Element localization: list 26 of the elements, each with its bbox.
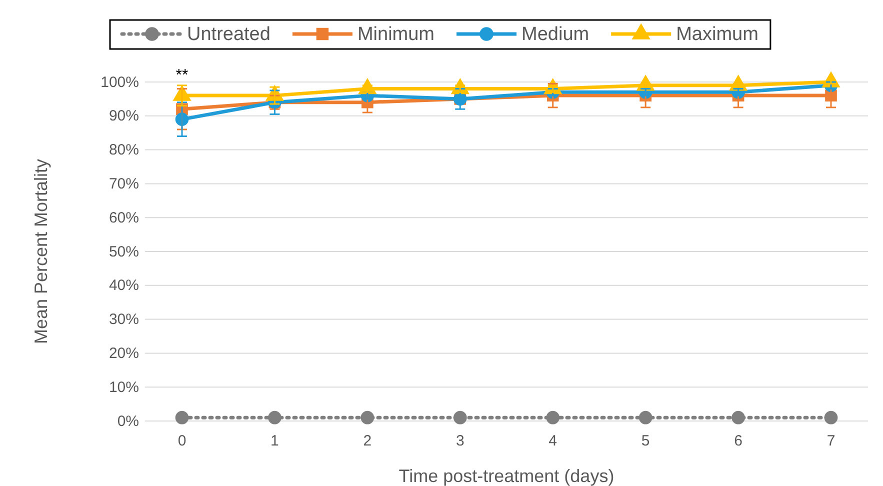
y-tick-label: 40% <box>108 277 139 294</box>
x-axis-title: Time post-treatment (days) <box>398 466 614 486</box>
x-tick-label: 6 <box>734 432 742 450</box>
y-tick-label: 0% <box>117 412 139 430</box>
legend-label: Maximum <box>676 24 758 45</box>
x-tick-label: 3 <box>456 432 464 450</box>
y-tick-label: 10% <box>108 378 139 396</box>
x-tick-label: 5 <box>641 432 650 450</box>
legend-label: Untreated <box>187 24 270 45</box>
x-tick-label: 2 <box>363 432 372 450</box>
y-tick-label: 60% <box>108 209 139 226</box>
y-tick-label: 80% <box>108 142 139 159</box>
y-tick-label: 20% <box>108 345 139 362</box>
y-tick-label: 50% <box>108 243 139 260</box>
y-tick-label: 100% <box>100 74 139 91</box>
x-tick-label: 4 <box>548 432 558 450</box>
x-tick-label: 0 <box>178 432 186 450</box>
y-tick-label: 30% <box>108 311 139 328</box>
legend-label: Medium <box>522 24 590 45</box>
legend-label: Minimum <box>357 24 435 45</box>
y-tick-label: 70% <box>108 176 139 192</box>
x-tick-label: 1 <box>270 432 279 450</box>
y-axis-title: Mean Percent Mortality <box>31 158 51 344</box>
y-tick-label: 90% <box>108 108 139 125</box>
annotation: ** <box>176 67 188 84</box>
x-tick-label: 7 <box>826 432 836 450</box>
